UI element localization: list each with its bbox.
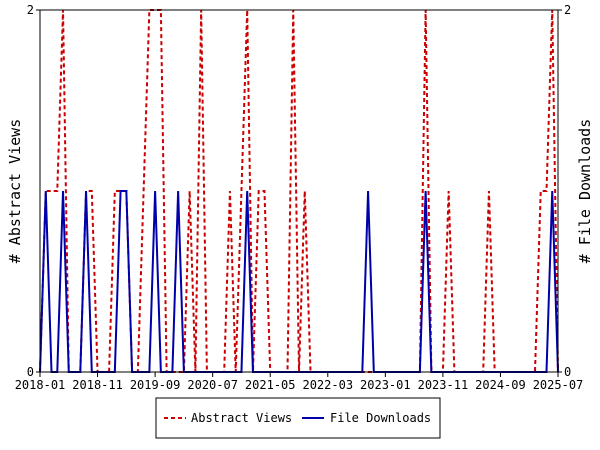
x-tick-label: 2022-03 <box>302 378 353 392</box>
plot-frame <box>39 9 559 373</box>
x-tick-label: 2023-11 <box>418 378 469 392</box>
x-tick-label: 2019-09 <box>130 378 181 392</box>
y-axis: 0 0 2 2 <box>27 3 571 379</box>
x-tick-label: 2024-09 <box>475 378 526 392</box>
left-axis-title: # Abstract Views <box>6 119 24 264</box>
x-axis: 2018-01 2018-11 2019-09 2020-07 2021-05 2022-… <box>15 372 584 392</box>
x-tick-label: 2025-07 <box>533 378 584 392</box>
legend-label-abstract-views: Abstract Views <box>191 411 292 425</box>
y-tick-label-right: 2 <box>564 3 571 17</box>
x-tick-label: 2021-05 <box>245 378 296 392</box>
y-tick-label-left: 0 <box>27 365 34 379</box>
legend-box <box>155 397 441 439</box>
right-axis-title: # File Downloads <box>576 119 594 264</box>
x-tick-label: 2018-01 <box>15 378 66 392</box>
x-tick-label: 2020-07 <box>187 378 238 392</box>
x-tick-label: 2023-01 <box>360 378 411 392</box>
legend: Abstract Views File Downloads <box>155 397 441 439</box>
y-tick-label-left: 2 <box>27 3 34 17</box>
legend-label-file-downloads: File Downloads <box>330 411 431 425</box>
x-tick-label: 2018-11 <box>72 378 123 392</box>
y-tick-label-right: 0 <box>564 365 571 379</box>
